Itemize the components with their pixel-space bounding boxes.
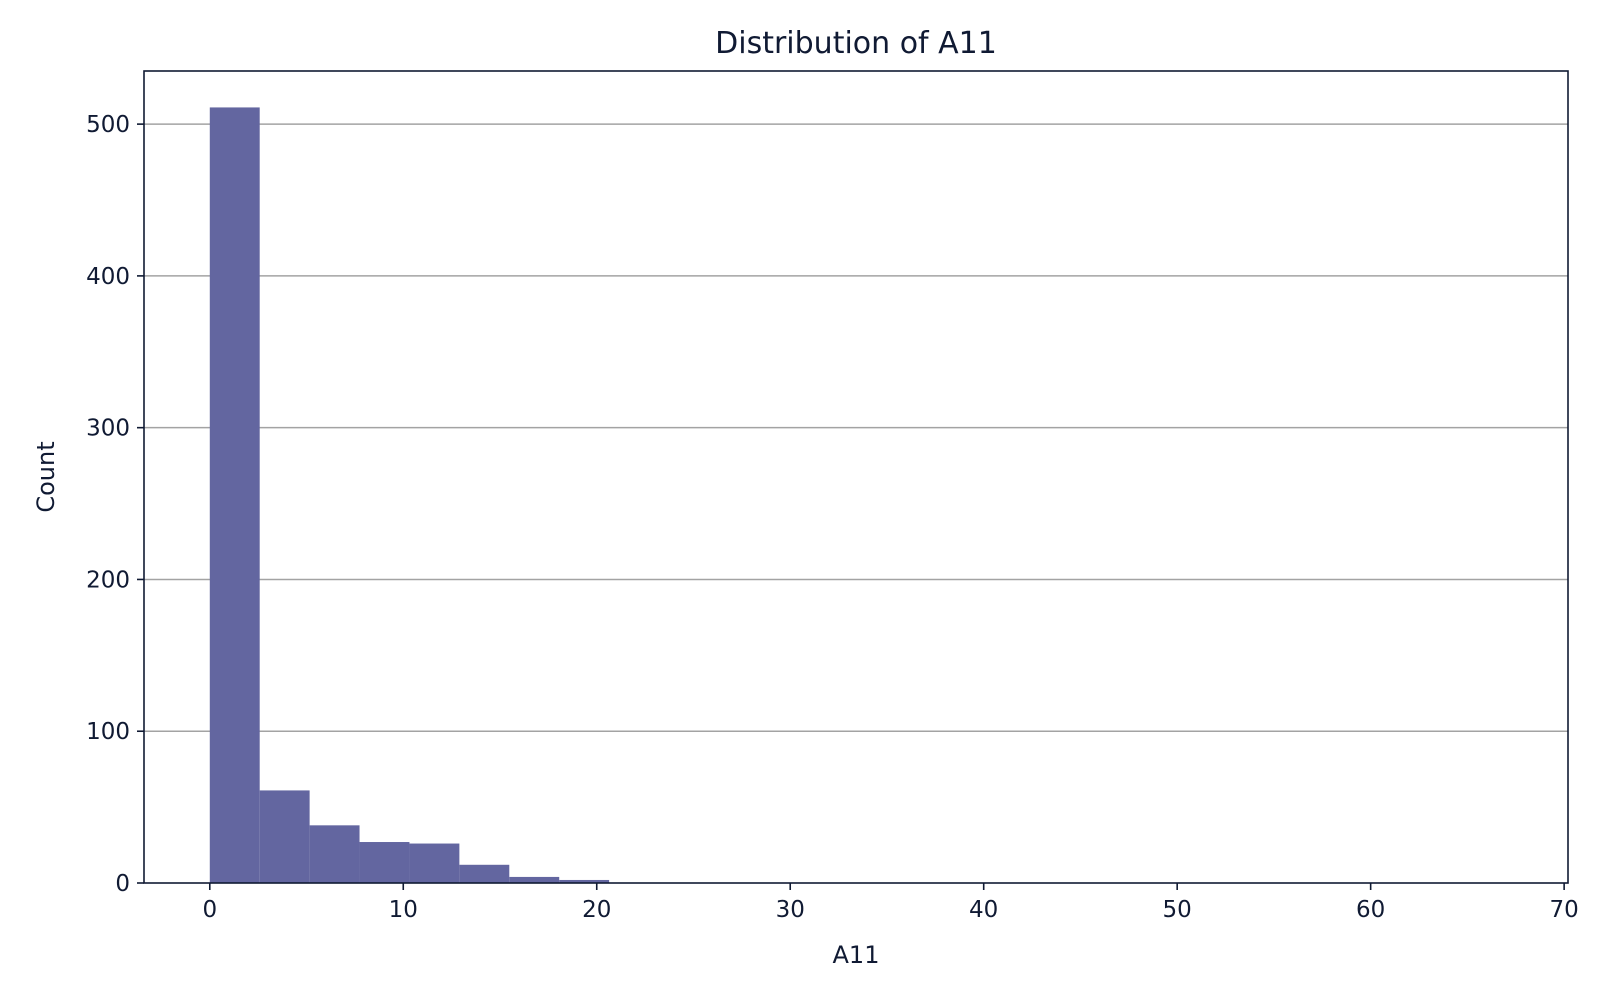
y-tick-label: 0 bbox=[115, 871, 130, 897]
histogram-bar bbox=[259, 790, 310, 883]
x-tick-label: 50 bbox=[1163, 897, 1192, 923]
gridlines bbox=[144, 123, 1568, 732]
x-tick-label: 0 bbox=[202, 897, 217, 923]
x-axis: 0 10 20 30 40 50 60 70 bbox=[202, 883, 1579, 923]
y-tick-label: 200 bbox=[86, 567, 130, 593]
plot-frame bbox=[143, 70, 1569, 884]
histogram-bar bbox=[459, 864, 510, 883]
y-tick-label: 500 bbox=[86, 112, 130, 138]
histogram-bar bbox=[359, 842, 410, 883]
x-tick-label: 60 bbox=[1356, 897, 1385, 923]
x-tick-label: 70 bbox=[1549, 897, 1578, 923]
histogram-bar bbox=[509, 876, 560, 883]
y-axis: 0 100 200 300 400 500 bbox=[86, 112, 144, 897]
x-tick-label: 40 bbox=[969, 897, 998, 923]
histogram-bar bbox=[309, 825, 360, 883]
histogram-bar bbox=[209, 107, 260, 884]
x-axis-label: A11 bbox=[833, 941, 880, 969]
histogram-bar bbox=[409, 843, 460, 883]
bars bbox=[209, 107, 610, 884]
y-axis-label: Count bbox=[32, 441, 60, 512]
chart-title: Distribution of A11 bbox=[715, 26, 997, 61]
x-tick-label: 30 bbox=[776, 897, 805, 923]
x-tick-label: 20 bbox=[582, 897, 611, 923]
y-tick-label: 100 bbox=[86, 719, 130, 745]
y-tick-label: 300 bbox=[86, 416, 130, 442]
y-tick-label: 400 bbox=[86, 264, 130, 290]
histogram-bar bbox=[559, 879, 610, 883]
x-tick-label: 10 bbox=[389, 897, 418, 923]
